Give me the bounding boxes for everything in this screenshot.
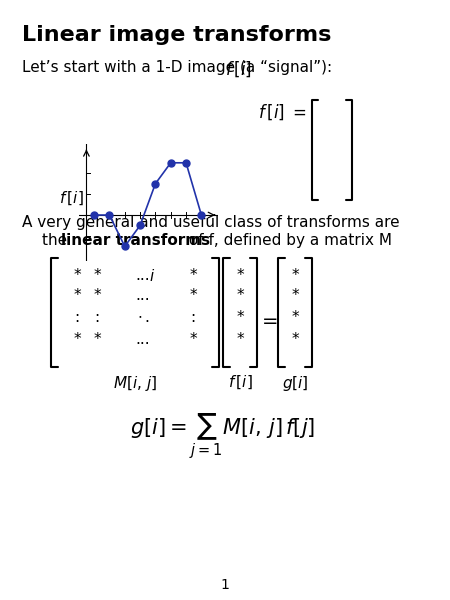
Text: *: * <box>93 268 101 283</box>
Text: Let’s start with a 1-D image (a “signal”):: Let’s start with a 1-D image (a “signal”… <box>22 60 342 75</box>
Text: *: * <box>73 268 81 283</box>
Text: A very general and useful class of transforms are: A very general and useful class of trans… <box>22 215 400 230</box>
Text: *: * <box>93 288 101 303</box>
Text: linear transforms: linear transforms <box>61 233 210 248</box>
Text: $i$: $i$ <box>149 268 155 284</box>
Text: *: * <box>189 332 197 347</box>
Text: $=$: $=$ <box>258 310 278 329</box>
Text: $g[i] = \sum_{j=1} M[i,\,j]\,f[j]$: $g[i] = \sum_{j=1} M[i,\,j]\,f[j]$ <box>130 412 315 461</box>
Text: of f, defined by a matrix M: of f, defined by a matrix M <box>184 233 392 248</box>
Text: $f\,[i]$: $f\,[i]$ <box>228 374 252 391</box>
Text: *: * <box>291 332 299 347</box>
Text: *: * <box>236 268 244 283</box>
Text: 1: 1 <box>220 578 230 592</box>
Text: :: : <box>190 310 196 325</box>
Text: $g[i]$: $g[i]$ <box>282 374 308 393</box>
Text: *: * <box>189 288 197 303</box>
Text: $f\,[i]$: $f\,[i]$ <box>58 190 83 207</box>
Text: *: * <box>236 332 244 347</box>
Text: *: * <box>73 332 81 347</box>
Text: *: * <box>291 268 299 283</box>
Text: :: : <box>94 310 99 325</box>
Text: *: * <box>236 288 244 303</box>
Text: ...: ... <box>136 268 150 283</box>
Text: ...: ... <box>136 332 150 347</box>
Text: $\cdot\,.$: $\cdot\,.$ <box>137 310 149 325</box>
Text: *: * <box>236 310 244 325</box>
Text: $M[i,\,j]$: $M[i,\,j]$ <box>112 374 158 393</box>
Text: *: * <box>291 310 299 325</box>
Text: *: * <box>73 288 81 303</box>
Text: the: the <box>42 233 72 248</box>
Text: $f\,[i]\ =$: $f\,[i]\ =$ <box>258 102 307 122</box>
Text: $f\,[i]$: $f\,[i]$ <box>225 59 252 79</box>
Text: Linear image transforms: Linear image transforms <box>22 25 331 45</box>
Text: ...: ... <box>136 288 150 303</box>
Text: *: * <box>189 268 197 283</box>
Text: *: * <box>291 288 299 303</box>
Text: *: * <box>93 332 101 347</box>
Text: :: : <box>74 310 80 325</box>
